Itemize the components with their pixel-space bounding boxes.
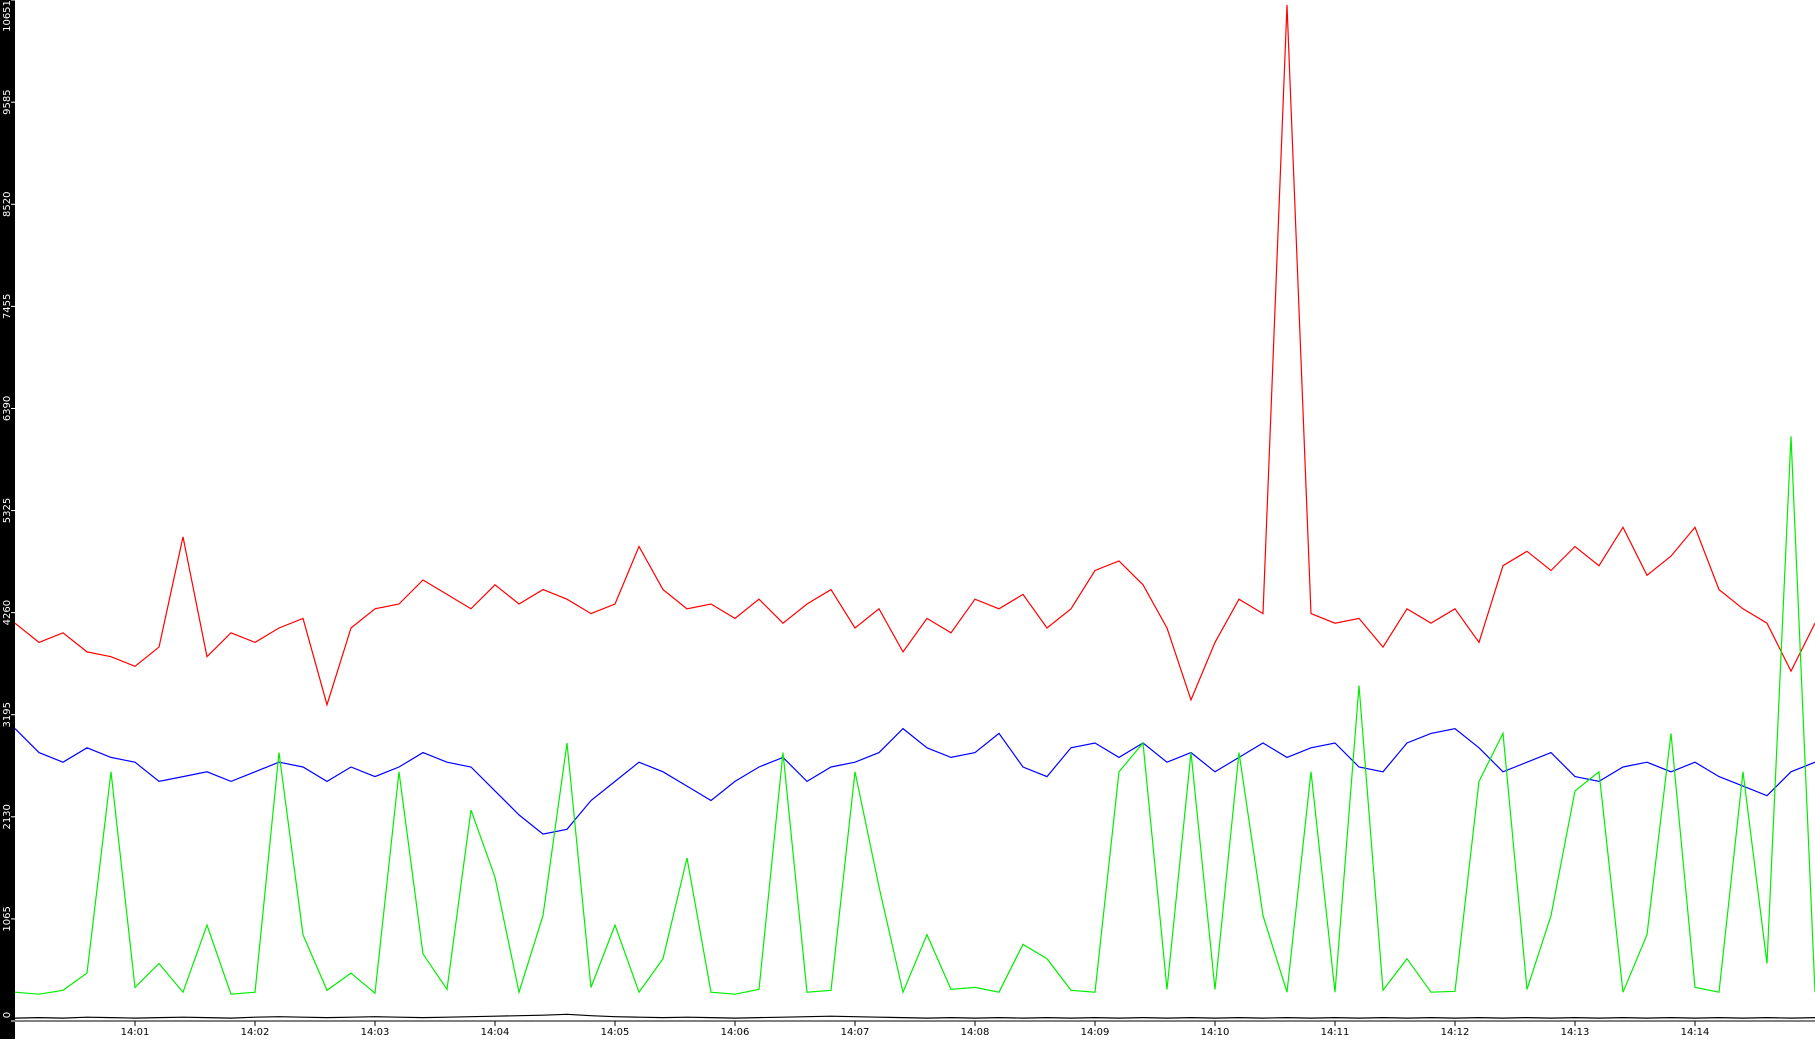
y-tick-label: 2130 xyxy=(2,804,13,829)
x-tick-label: 14:09 xyxy=(1081,1027,1110,1038)
x-tick-label: 14:10 xyxy=(1201,1027,1230,1038)
y-tick-label: 0 xyxy=(2,1012,13,1018)
x-tick-label: 14:08 xyxy=(961,1027,990,1038)
x-tick-label: 14:06 xyxy=(721,1027,750,1038)
x-tick-label: 14:07 xyxy=(841,1027,870,1038)
y-tick-label: 6390 xyxy=(2,396,13,421)
y-tick-label: 5325 xyxy=(2,498,13,523)
x-tick-label: 14:01 xyxy=(121,1027,150,1038)
y-axis-strip xyxy=(0,0,15,1039)
series-line xyxy=(14,727,1815,835)
x-tick-label: 14:05 xyxy=(601,1027,630,1038)
x-tick-label: 14:03 xyxy=(361,1027,390,1038)
x-tick-label: 14:02 xyxy=(241,1027,270,1038)
series-line xyxy=(14,1013,1815,1019)
y-tick-label: 3195 xyxy=(2,702,13,727)
series-line xyxy=(14,4,1815,707)
x-tick-label: 14:12 xyxy=(1441,1027,1470,1038)
y-tick-label: 8520 xyxy=(2,192,13,217)
series-line xyxy=(14,436,1815,995)
x-tick-label: 14:14 xyxy=(1681,1027,1710,1038)
y-tick-label: 1065 xyxy=(2,906,13,931)
x-tick-label: 14:04 xyxy=(481,1027,510,1038)
y-tick-label: 4260 xyxy=(2,600,13,625)
y-tick-label: 9585 xyxy=(2,89,13,114)
x-tick-label: 14:11 xyxy=(1321,1027,1350,1038)
y-tick-label: 10651 xyxy=(2,0,13,32)
x-tick-label: 14:13 xyxy=(1561,1027,1590,1038)
y-tick-label: 7455 xyxy=(2,294,13,319)
